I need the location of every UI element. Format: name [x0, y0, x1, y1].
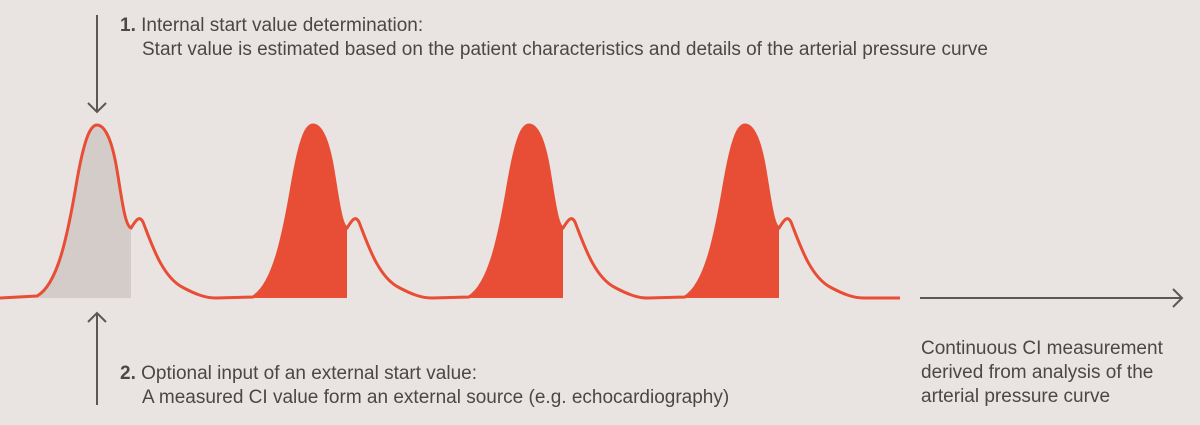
initial-beat-area: [37, 125, 131, 298]
result-line: Continuous CI measurement: [921, 338, 1163, 359]
step1-label: 1. Internal start value determination: S…: [120, 14, 988, 62]
result-line: arterial pressure curve: [921, 386, 1111, 407]
step1-description: Start value is estimated based on the pa…: [142, 39, 988, 60]
down-arrow-icon: [87, 15, 107, 114]
time-arrow-icon: [920, 288, 1184, 308]
step1-title: Internal start value determination:: [141, 15, 424, 36]
result-label: Continuous CI measurement derived from a…: [921, 337, 1163, 409]
beat-area: [685, 125, 779, 298]
result-line: derived from analysis of the: [921, 362, 1154, 383]
step2-number: 2.: [120, 363, 136, 384]
beat-area: [469, 125, 563, 298]
step2-title: Optional input of an external start valu…: [141, 363, 478, 384]
step1-number: 1.: [120, 15, 136, 36]
beat-area: [253, 125, 347, 298]
up-arrow-icon: [87, 311, 107, 405]
step2-label: 2. Optional input of an external start v…: [120, 362, 729, 410]
arterial-pressure-curve: [0, 123, 900, 300]
step2-description: A measured CI value form an external sou…: [142, 387, 730, 408]
